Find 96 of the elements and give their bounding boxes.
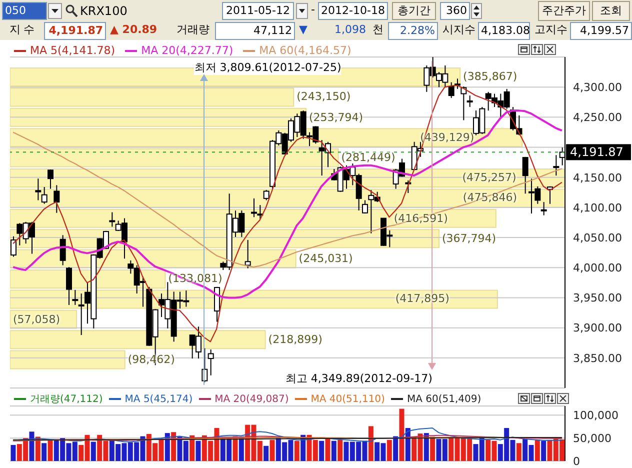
data-label: (281,449) <box>341 150 396 165</box>
candlestick <box>72 289 78 306</box>
y-tick-label: 4,050.00 <box>573 231 622 244</box>
candlestick <box>54 184 60 214</box>
annotation: 최저 3,809.61(2012-07-25) <box>194 60 342 75</box>
candlestick <box>454 78 460 90</box>
data-label: (367,794) <box>442 232 496 246</box>
text: ▼ <box>298 22 308 38</box>
data-label: (245,031) <box>298 252 353 266</box>
bar <box>325 439 330 461</box>
candlestick <box>48 169 54 190</box>
legend-label: MA 60(51,409) <box>406 392 482 406</box>
text: 천 <box>372 22 384 38</box>
y-tick-label: 3,950.00 <box>573 292 622 305</box>
candlestick <box>35 178 42 201</box>
bar <box>164 433 170 461</box>
legend-label: MA 20(4,227.77) <box>140 44 234 57</box>
ref-line-label: 4,191.87 <box>570 145 624 160</box>
text: 4,191.87 <box>44 22 106 40</box>
candlestick <box>466 95 473 108</box>
bar <box>29 432 34 461</box>
text: 050 <box>2 2 47 20</box>
legend-label: MA 60(4,164.57) <box>258 44 352 57</box>
bar <box>319 440 324 461</box>
bar <box>10 444 16 461</box>
data-label: (57,058) <box>13 312 60 326</box>
y-tick-label: 3,900.00 <box>573 322 622 335</box>
text: 2012-10-18 <box>318 2 388 20</box>
text: 총기간 <box>392 2 436 20</box>
text: 거래량 <box>176 22 210 38</box>
line-series <box>12 132 562 268</box>
data-label: (385,867) <box>463 70 518 84</box>
text: 시지수 <box>442 22 476 38</box>
annotation: 최고 4,349.89(2012-09-17) <box>285 371 432 386</box>
chart-title: KRX100 <box>80 3 128 20</box>
bar <box>430 436 436 461</box>
candlestick <box>109 212 116 228</box>
bar <box>338 440 343 461</box>
candlestick <box>66 266 72 306</box>
text: 4,199.57 <box>570 22 632 40</box>
y-tick-label: 0 <box>573 454 580 468</box>
y-tick-label: 4,250.00 <box>573 111 622 124</box>
text: 47,112 <box>215 22 295 40</box>
bar <box>331 440 336 461</box>
bar <box>386 440 392 461</box>
bar <box>541 440 546 461</box>
text: 1,098 <box>334 22 367 38</box>
text: 고지수 <box>534 22 568 38</box>
text: 조회 <box>592 1 630 21</box>
bar <box>48 440 53 461</box>
bar <box>42 443 47 461</box>
bar <box>270 440 275 461</box>
candlestick <box>208 348 214 376</box>
candlestick <box>448 82 454 98</box>
text: 2.28% <box>388 22 438 40</box>
data-label: (417,895) <box>395 292 450 306</box>
bar <box>516 443 522 461</box>
y-tick-label: 100,000 <box>573 409 618 422</box>
data-label: (253,794) <box>309 110 364 124</box>
candlestick <box>78 293 84 336</box>
bar <box>196 440 201 461</box>
bar <box>190 435 195 461</box>
bar <box>399 408 404 461</box>
bar <box>90 442 96 461</box>
candlestick <box>540 202 547 216</box>
y-tick-label: 4,000.00 <box>573 262 622 275</box>
text: 주간주가 <box>538 1 590 21</box>
text: 360 <box>440 2 470 20</box>
data-label: (475,257) <box>462 171 516 186</box>
data-label: (218,899) <box>268 332 322 347</box>
bar <box>35 436 40 461</box>
legend-label: MA 40(51,110) <box>310 392 385 406</box>
text: 거래량(47,112) <box>29 393 103 406</box>
legend-label: MA 20(49,087) <box>214 392 289 406</box>
bar <box>424 433 429 461</box>
text: 4,183.08 <box>478 22 530 40</box>
y-tick-label: 4,300.00 <box>573 80 622 94</box>
bar <box>534 439 540 461</box>
candlestick <box>553 154 560 176</box>
y-tick-label: 50,000 <box>573 432 612 445</box>
text: ▲ 20.89 <box>109 22 158 38</box>
text: 2011-05-12 <box>222 2 294 20</box>
bar <box>368 426 374 461</box>
y-tick-label: 4,150.00 <box>573 171 622 184</box>
y-tick-label: 4,100.00 <box>573 201 622 214</box>
candlestick <box>522 156 528 194</box>
data-label: (243,150) <box>296 90 351 104</box>
text: - <box>310 2 316 18</box>
candlestick <box>60 234 66 266</box>
bar <box>264 446 269 461</box>
legend-label: MA 5(4,141.78) <box>29 44 116 57</box>
bar <box>393 436 398 461</box>
y-tick-label: 3,850.00 <box>573 352 622 365</box>
legend-label: MA 5(45,174) <box>124 392 193 406</box>
text: 지 수 <box>8 22 36 38</box>
bar <box>294 440 300 461</box>
